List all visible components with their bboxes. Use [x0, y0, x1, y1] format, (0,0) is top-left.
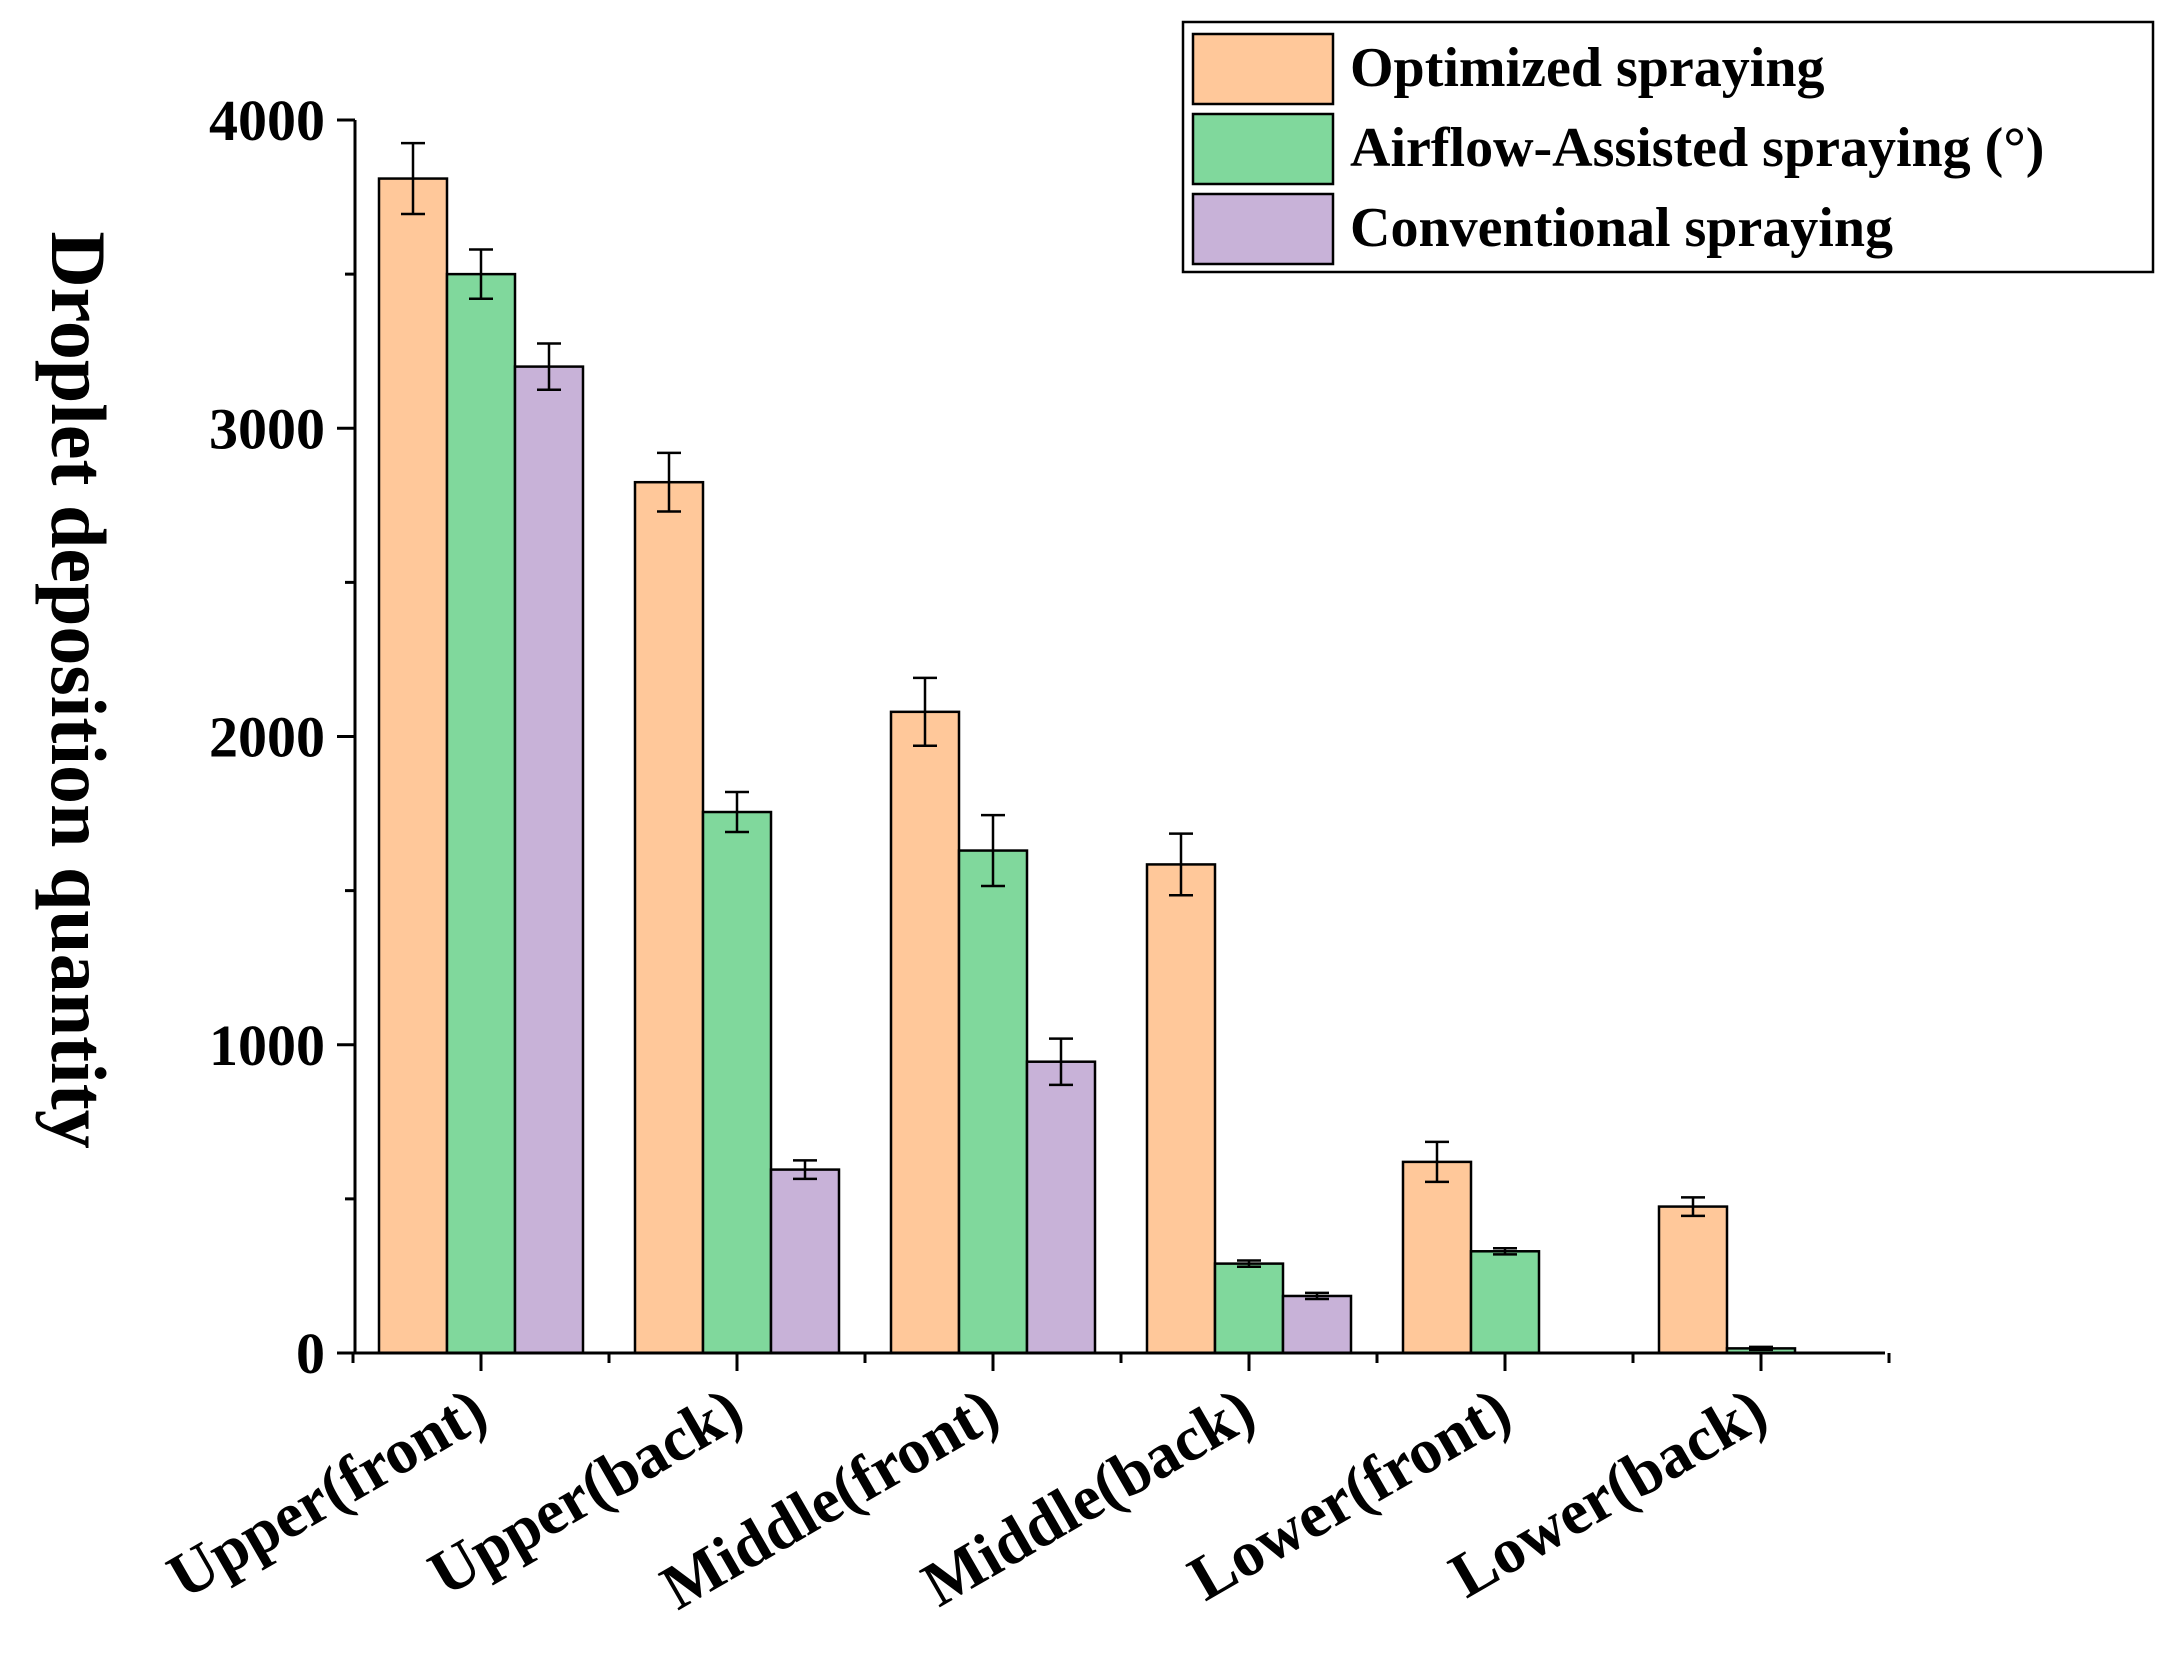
error-bars-layer: [401, 141, 1773, 1352]
bar-middle-back-series-1: [1145, 863, 1217, 1355]
error-bar: [981, 813, 1005, 888]
bar-lower-back-series-1: [1657, 1205, 1729, 1355]
legend-label: Conventional spraying: [1350, 197, 1893, 259]
error-bar: [913, 676, 937, 747]
error-bar: [1237, 1259, 1261, 1268]
bar-lower-front-series-1: [1401, 1160, 1473, 1355]
legend-label: Airflow-Assisted spraying (°): [1350, 117, 2044, 179]
error-bar: [469, 248, 493, 301]
bar-middle-front-series-1: [889, 710, 961, 1355]
error-bar: [793, 1159, 817, 1181]
error-bar: [1305, 1291, 1329, 1301]
error-bar: [1749, 1345, 1773, 1352]
error-bar: [1169, 832, 1193, 897]
legend: Optimized spraying Airflow-Assisted spray…: [1181, 20, 2155, 274]
bar-middle-front-series-2: [957, 849, 1029, 1355]
error-bar: [537, 342, 561, 391]
category-labels-layer: Upper(front)Upper(back)Middle(front)Midd…: [156, 1374, 1778, 1623]
y-tick-label: 4000: [209, 88, 325, 153]
bar-upper-back-series-1: [633, 480, 705, 1355]
axes-layer: 0 1000 2000 3000 4000: [209, 88, 1891, 1386]
error-bar: [725, 790, 749, 834]
bar-upper-front-series-1: [377, 177, 449, 1355]
error-bar: [401, 141, 425, 216]
legend-swatch: [1191, 32, 1335, 106]
legend-swatch: [1191, 192, 1335, 266]
legend-label: Optimized spraying: [1350, 37, 1824, 99]
legend-box: [1181, 20, 2155, 274]
error-bar: [1425, 1140, 1449, 1184]
bar-middle-front-series-3: [1025, 1060, 1097, 1355]
legend-swatch: [1191, 112, 1335, 186]
error-bar: [657, 451, 681, 513]
y-tick-label: 0: [296, 1321, 325, 1386]
bar-upper-back-series-3: [769, 1168, 841, 1355]
bars-layer: [377, 177, 1797, 1355]
y-tick-label: 3000: [209, 396, 325, 461]
error-bar: [1493, 1246, 1517, 1256]
error-bar: [1049, 1037, 1073, 1087]
y-axis-label: Droplet deposition quantity: [35, 231, 122, 1148]
error-bar: [1681, 1196, 1705, 1218]
bar-middle-back-series-3: [1281, 1294, 1353, 1355]
bar-upper-front-series-2: [445, 272, 517, 1355]
bar-middle-back-series-2: [1213, 1262, 1285, 1355]
bar-lower-front-series-2: [1469, 1250, 1541, 1355]
y-tick-label: 2000: [209, 705, 325, 770]
bar-upper-front-series-3: [513, 365, 585, 1355]
bar-upper-back-series-2: [701, 810, 773, 1355]
y-tick-label: 1000: [209, 1013, 325, 1078]
